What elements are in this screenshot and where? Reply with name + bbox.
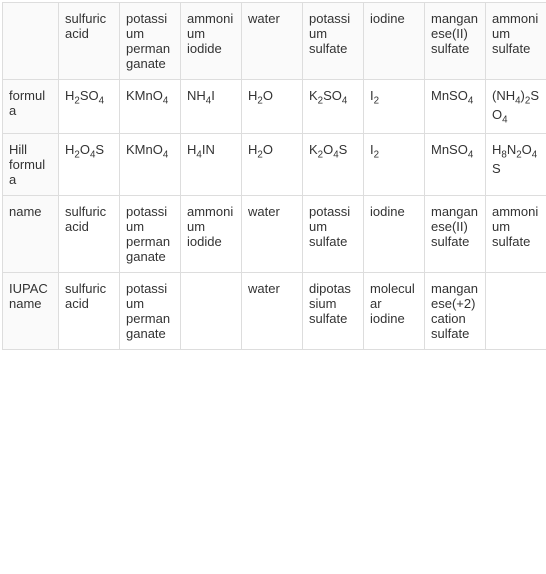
cell-formula-potassium_sulfate: K2SO4 bbox=[303, 80, 364, 134]
column-header-manganese_ii_sulfate: manganese(II) sulfate bbox=[425, 3, 486, 80]
column-header-potassium_permanganate: potassium permanganate bbox=[120, 3, 181, 80]
cell-iupac_name-ammonium_sulfate bbox=[486, 273, 546, 350]
cell-formula-potassium_permanganate: KMnO4 bbox=[120, 80, 181, 134]
cell-name-water: water bbox=[242, 196, 303, 273]
cell-iupac_name-manganese_ii_sulfate: manganese(+2) cation sulfate bbox=[425, 273, 486, 350]
cell-formula-ammonium_iodide: NH4I bbox=[181, 80, 242, 134]
cell-name-manganese_ii_sulfate: manganese(II) sulfate bbox=[425, 196, 486, 273]
cell-hill_formula-ammonium_sulfate: H8N2O4S bbox=[486, 134, 546, 196]
cell-name-iodine: iodine bbox=[364, 196, 425, 273]
cell-formula-water: H2O bbox=[242, 80, 303, 134]
cell-name-potassium_permanganate: potassium permanganate bbox=[120, 196, 181, 273]
cell-formula-ammonium_sulfate: (NH4)2SO4 bbox=[486, 80, 546, 134]
cell-iupac_name-sulfuric_acid: sulfuric acid bbox=[59, 273, 120, 350]
cell-hill_formula-iodine: I2 bbox=[364, 134, 425, 196]
cell-hill_formula-sulfuric_acid: H2O4S bbox=[59, 134, 120, 196]
cell-formula-iodine: I2 bbox=[364, 80, 425, 134]
cell-hill_formula-ammonium_iodide: H4IN bbox=[181, 134, 242, 196]
cell-formula-manganese_ii_sulfate: MnSO4 bbox=[425, 80, 486, 134]
cell-name-potassium_sulfate: potassium sulfate bbox=[303, 196, 364, 273]
cell-hill_formula-potassium_sulfate: K2O4S bbox=[303, 134, 364, 196]
cell-iupac_name-potassium_permanganate: potassium permanganate bbox=[120, 273, 181, 350]
row-header-name: name bbox=[3, 196, 59, 273]
cell-hill_formula-water: H2O bbox=[242, 134, 303, 196]
cell-name-ammonium_iodide: ammonium iodide bbox=[181, 196, 242, 273]
column-header-water: water bbox=[242, 3, 303, 80]
column-header-ammonium_iodide: ammonium iodide bbox=[181, 3, 242, 80]
column-header-iodine: iodine bbox=[364, 3, 425, 80]
cell-name-ammonium_sulfate: ammonium sulfate bbox=[486, 196, 546, 273]
cell-iupac_name-ammonium_iodide bbox=[181, 273, 242, 350]
column-header-potassium_sulfate: potassium sulfate bbox=[303, 3, 364, 80]
cell-iupac_name-iodine: molecular iodine bbox=[364, 273, 425, 350]
cell-name-sulfuric_acid: sulfuric acid bbox=[59, 196, 120, 273]
table-row: Hill formulaH2O4SKMnO4H4INH2OK2O4SI2MnSO… bbox=[3, 134, 546, 196]
column-header-ammonium_sulfate: ammonium sulfate bbox=[486, 3, 546, 80]
cell-hill_formula-manganese_ii_sulfate: MnSO4 bbox=[425, 134, 486, 196]
cell-iupac_name-potassium_sulfate: dipotassium sulfate bbox=[303, 273, 364, 350]
column-header-sulfuric_acid: sulfuric acid bbox=[59, 3, 120, 80]
table-header-row: sulfuric acidpotassium permanganateammon… bbox=[3, 3, 546, 80]
cell-formula-sulfuric_acid: H2SO4 bbox=[59, 80, 120, 134]
row-header-formula: formula bbox=[3, 80, 59, 134]
table-row: IUPAC namesulfuric acidpotassium permang… bbox=[3, 273, 546, 350]
cell-iupac_name-water: water bbox=[242, 273, 303, 350]
row-header-iupac_name: IUPAC name bbox=[3, 273, 59, 350]
table-row: namesulfuric acidpotassium permanganatea… bbox=[3, 196, 546, 273]
column-header-rowhead bbox=[3, 3, 59, 80]
row-header-hill_formula: Hill formula bbox=[3, 134, 59, 196]
cell-hill_formula-potassium_permanganate: KMnO4 bbox=[120, 134, 181, 196]
table-row: formulaH2SO4KMnO4NH4IH2OK2SO4I2MnSO4(NH4… bbox=[3, 80, 546, 134]
chemical-properties-table: sulfuric acidpotassium permanganateammon… bbox=[2, 2, 546, 350]
